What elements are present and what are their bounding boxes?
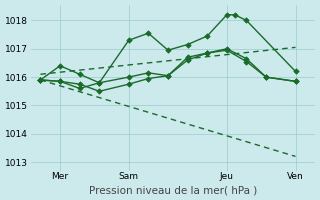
- X-axis label: Pression niveau de la mer( hPa ): Pression niveau de la mer( hPa ): [89, 185, 257, 195]
